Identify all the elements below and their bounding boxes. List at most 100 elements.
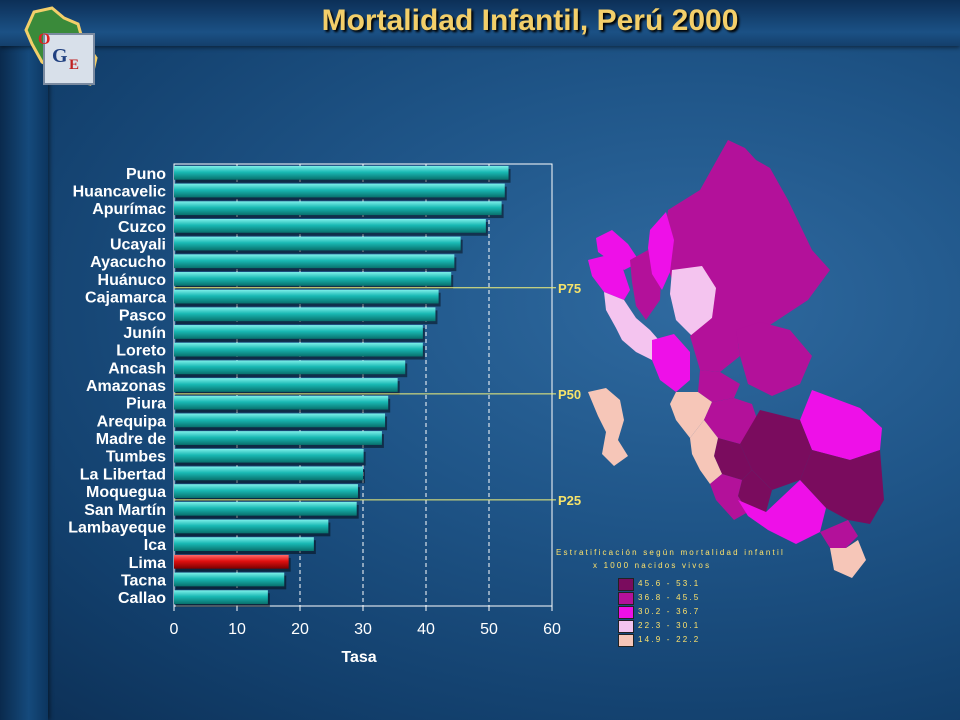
bar bbox=[174, 165, 509, 180]
bar bbox=[174, 272, 452, 286]
bar bbox=[174, 201, 502, 216]
category-label: La Libertad bbox=[80, 466, 166, 483]
legend-swatch bbox=[618, 634, 634, 647]
map-region-piura bbox=[588, 256, 630, 300]
x-tick-label: 0 bbox=[170, 621, 179, 638]
x-tick-label: 30 bbox=[354, 621, 372, 638]
category-label: Madre de bbox=[96, 431, 166, 448]
map-legend-subtitle: x 1000 nacidos vivos bbox=[593, 561, 712, 570]
x-axis-label: Tasa bbox=[341, 649, 376, 666]
logo-letter-g: G bbox=[52, 45, 68, 67]
map-region-lima bbox=[670, 392, 712, 438]
bar bbox=[174, 466, 363, 481]
bar bbox=[174, 395, 389, 410]
bar-highlight bbox=[174, 554, 289, 569]
category-label: Huancavelic bbox=[73, 184, 166, 201]
map-region-huancavelica bbox=[714, 438, 752, 480]
map-region-madre-de-dios bbox=[800, 390, 882, 460]
legend-swatch bbox=[618, 592, 634, 605]
logo-letter-o: O bbox=[38, 31, 50, 48]
bar bbox=[174, 590, 268, 605]
x-tick-label: 10 bbox=[228, 621, 246, 638]
map-region-pasco bbox=[698, 370, 740, 402]
map-region-junin bbox=[704, 398, 760, 444]
x-tick-label: 50 bbox=[480, 621, 498, 638]
category-label: Arequipa bbox=[97, 413, 166, 430]
map-region-apurimac bbox=[738, 470, 772, 512]
bar bbox=[174, 307, 436, 322]
x-tick-label: 20 bbox=[291, 621, 309, 638]
category-label: Pasco bbox=[119, 307, 166, 324]
map-legend-title: Estratificación según mortalidad infanti… bbox=[556, 548, 785, 557]
bar bbox=[174, 501, 357, 516]
map-region-cuzco bbox=[740, 410, 812, 490]
bar bbox=[174, 572, 285, 587]
peru-map bbox=[588, 140, 884, 578]
legend-label: 22.3 - 30.1 bbox=[638, 621, 701, 630]
legend-label: 30.2 - 36.7 bbox=[638, 607, 701, 616]
x-tick-label: 40 bbox=[417, 621, 435, 638]
map-region-amazonas bbox=[648, 212, 674, 290]
legend-swatch bbox=[618, 606, 634, 619]
category-label: Puno bbox=[126, 166, 166, 183]
percentile-label: P75 bbox=[558, 281, 581, 296]
category-label: Ayacucho bbox=[90, 254, 166, 271]
left-border-bar bbox=[0, 0, 48, 720]
bar bbox=[174, 254, 455, 269]
map-region-ica bbox=[690, 420, 722, 484]
legend-label: 45.6 - 53.1 bbox=[638, 579, 701, 588]
category-label: Ancash bbox=[108, 360, 166, 377]
legend-swatch bbox=[618, 620, 634, 633]
map-region-ucayali bbox=[736, 322, 812, 396]
bar bbox=[174, 289, 439, 304]
map-region-huanuco bbox=[690, 318, 740, 372]
bar bbox=[174, 218, 486, 233]
category-label: Amazonas bbox=[86, 378, 166, 395]
category-label: Ucayali bbox=[110, 237, 166, 254]
legend-swatch bbox=[618, 578, 634, 591]
bar bbox=[174, 537, 314, 552]
oge-logo: O G E bbox=[24, 6, 98, 86]
category-label: Piura bbox=[126, 396, 166, 413]
bar bbox=[174, 413, 386, 428]
map-region-tumbes bbox=[596, 230, 640, 270]
category-label: San Martín bbox=[84, 502, 166, 519]
bar bbox=[174, 378, 398, 392]
category-label: Tacna bbox=[121, 572, 166, 589]
category-label: Tumbes bbox=[106, 449, 166, 466]
category-label: Lima bbox=[129, 555, 166, 572]
category-label: Apurímac bbox=[92, 201, 166, 218]
bar bbox=[174, 431, 382, 445]
category-label: Junín bbox=[123, 325, 166, 342]
bar bbox=[174, 360, 406, 375]
title-bar bbox=[0, 0, 960, 46]
bar bbox=[174, 448, 364, 463]
legend-label: 14.9 - 22.2 bbox=[638, 635, 701, 644]
category-label: Huánuco bbox=[98, 272, 167, 289]
x-tick-label: 60 bbox=[543, 621, 561, 638]
map-region-san-martin bbox=[670, 266, 716, 336]
legend-label: 36.8 - 45.5 bbox=[638, 593, 701, 602]
map-region-puno bbox=[800, 450, 884, 524]
category-label: Ica bbox=[144, 537, 166, 554]
percentile-label: P25 bbox=[558, 493, 581, 508]
map-region-ayacucho bbox=[710, 474, 748, 520]
map-region-arequipa bbox=[738, 480, 826, 544]
category-label: Cuzco bbox=[118, 219, 166, 236]
bar bbox=[174, 519, 329, 534]
category-label: Callao bbox=[118, 590, 166, 607]
percentile-label: P50 bbox=[558, 387, 581, 402]
bar bbox=[174, 342, 423, 357]
category-label: Cajamarca bbox=[85, 290, 166, 307]
category-label: Moquegua bbox=[86, 484, 166, 501]
bar bbox=[174, 236, 461, 251]
page-title: Mortalidad Infantil, Perú 2000 bbox=[321, 4, 739, 37]
bar bbox=[174, 183, 505, 198]
logo-letter-e: E bbox=[69, 57, 79, 73]
map-region-moquegua bbox=[820, 520, 858, 548]
category-label: Loreto bbox=[116, 343, 166, 360]
bar bbox=[174, 484, 358, 498]
map-region-ancash bbox=[652, 334, 690, 392]
map-region-tacna bbox=[830, 540, 866, 578]
bar-chart: PunoHuancavelicApurímacCuzcoUcayaliAyacu… bbox=[68, 163, 581, 666]
